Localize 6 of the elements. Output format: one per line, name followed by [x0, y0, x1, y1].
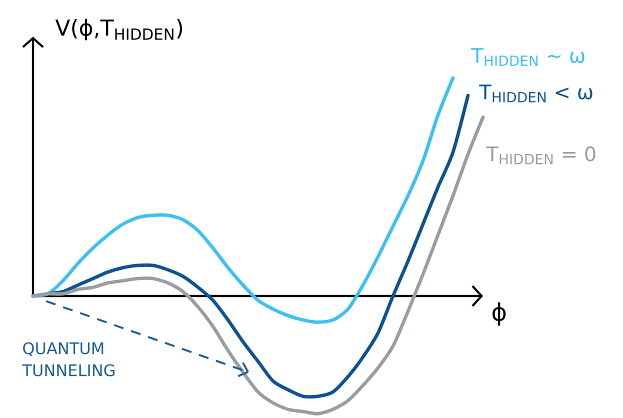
series-label: T$_{HIDDEN}$ = 0 [486, 146, 596, 164]
x-axis-title: ϕ [492, 302, 506, 326]
series-label: T$_{HIDDEN}$ < ω [479, 84, 592, 102]
y-axis-title: V(ϕ,T$_{HIDDEN}$) [55, 18, 182, 40]
annotation: QUANTUM TUNNELING [22, 342, 114, 376]
series-label: T$_{HIDDEN}$ ~ ω [471, 48, 584, 66]
